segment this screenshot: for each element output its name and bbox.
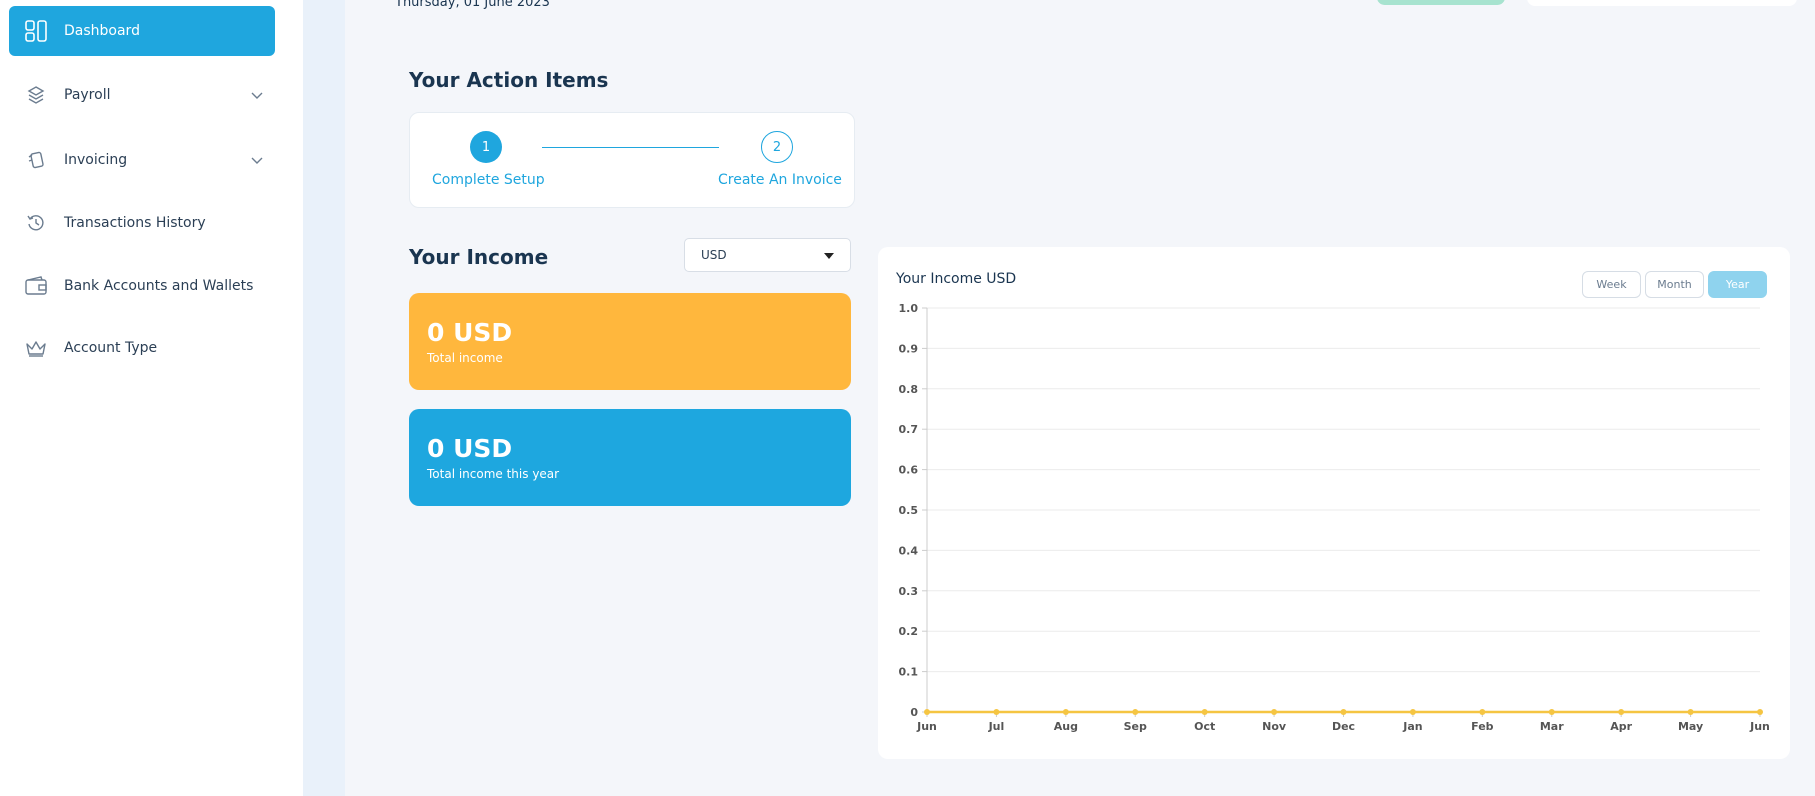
y-tick-label: 0.1 — [899, 666, 919, 679]
chevron-down-icon — [249, 87, 265, 103]
x-tick-label: Aug — [1054, 720, 1078, 733]
invoice-icon — [23, 147, 49, 173]
x-tick-label: Sep — [1124, 720, 1147, 733]
current-date: Thursday, 01 June 2023 — [395, 0, 550, 10]
x-tick-label: Apr — [1610, 720, 1632, 733]
data-point — [1409, 709, 1416, 715]
year-income-caption: Total income this year — [427, 467, 560, 481]
sidebar-item-label: Bank Accounts and Wallets — [64, 278, 254, 294]
dashboard-icon — [23, 18, 49, 44]
y-tick-label: 0.8 — [899, 383, 919, 396]
sidebar-item-invoicing[interactable]: Invoicing — [9, 135, 275, 185]
x-tick-label: Jun — [1749, 720, 1770, 733]
data-point — [1132, 709, 1139, 715]
total-income-caption: Total income — [427, 351, 503, 365]
caret-down-icon — [824, 253, 834, 259]
data-point — [993, 709, 1000, 715]
x-tick-label: Dec — [1332, 720, 1355, 733]
y-tick-label: 0.4 — [899, 544, 919, 557]
data-point — [1687, 709, 1694, 715]
step-2-label[interactable]: Create An Invoice — [718, 172, 842, 188]
step-1-indicator[interactable]: 1 — [470, 131, 502, 163]
range-month-button[interactable]: Month — [1645, 271, 1704, 298]
data-point — [1271, 709, 1278, 715]
step-2-indicator[interactable]: 2 — [761, 131, 793, 163]
data-point — [1479, 709, 1486, 715]
action-items-card: 1 2 Complete Setup Create An Invoice — [409, 112, 855, 208]
range-week-button[interactable]: Week — [1582, 271, 1641, 298]
data-point — [1618, 709, 1625, 715]
total-income-card: 0 USD Total income — [409, 293, 851, 390]
income-title: Your Income — [409, 245, 549, 269]
status-pill[interactable] — [1377, 0, 1505, 5]
data-point — [1548, 709, 1555, 715]
year-income-card: 0 USD Total income this year — [409, 409, 851, 506]
sidebar: Dashboard Payroll Invoicing Transactions… — [0, 0, 303, 796]
total-income-amount: 0 USD — [427, 318, 513, 347]
x-tick-label: May — [1678, 720, 1703, 733]
y-tick-label: 0.6 — [899, 464, 919, 477]
x-tick-label: Jul — [988, 720, 1005, 733]
data-point — [1757, 709, 1763, 715]
sidebar-item-account-type[interactable]: Account Type — [9, 323, 275, 373]
x-tick-label: Mar — [1540, 720, 1564, 733]
y-tick-label: 0.3 — [899, 585, 919, 598]
sidebar-item-label: Dashboard — [64, 23, 140, 39]
x-tick-label: Jun — [916, 720, 937, 733]
income-line-chart: 0 0.1 0.2 0.3 0.4 0.5 0.6 0.7 0.8 0.9 1.0 Jun Jul Aug… — [899, 302, 1770, 733]
y-tick-label: 0.5 — [899, 504, 919, 517]
currency-select[interactable]: USD — [684, 238, 851, 272]
y-tick-label: 0.7 — [899, 423, 919, 436]
wallet-icon — [23, 273, 49, 299]
x-tick-label: Nov — [1262, 720, 1287, 733]
y-tick-label: 0.2 — [899, 625, 919, 638]
crown-icon — [23, 335, 49, 361]
sidebar-item-label: Transactions History — [64, 215, 206, 231]
y-tick-label: 0.9 — [899, 342, 919, 355]
x-tick-label: Oct — [1194, 720, 1215, 733]
data-point — [1201, 709, 1208, 715]
year-income-amount: 0 USD — [427, 434, 513, 463]
income-chart-panel: 0 0.1 0.2 0.3 0.4 0.5 0.6 0.7 0.8 0.9 1.0 Jun Jul Aug… — [878, 247, 1790, 759]
chart-title: Your Income USD — [896, 271, 1017, 287]
sidebar-item-bank-accounts[interactable]: Bank Accounts and Wallets — [9, 261, 275, 311]
sidebar-item-payroll[interactable]: Payroll — [9, 70, 275, 120]
sidebar-item-label: Payroll — [64, 87, 111, 103]
data-point — [1340, 709, 1347, 715]
chevron-down-icon — [249, 152, 265, 168]
step-connector — [542, 147, 719, 148]
sidebar-item-transactions-history[interactable]: Transactions History — [9, 198, 275, 248]
sidebar-item-dashboard[interactable]: Dashboard — [9, 6, 275, 56]
range-year-button[interactable]: Year — [1708, 271, 1767, 298]
x-tick-label: Jan — [1402, 720, 1422, 733]
currency-value: USD — [701, 248, 727, 262]
data-point — [1062, 709, 1069, 715]
sidebar-item-label: Invoicing — [64, 152, 128, 168]
action-items-title: Your Action Items — [409, 68, 609, 92]
step-1-label[interactable]: Complete Setup — [432, 172, 545, 188]
data-point — [924, 709, 930, 715]
sidebar-item-label: Account Type — [64, 340, 158, 356]
y-tick-label: 1.0 — [899, 302, 919, 315]
x-tick-label: Feb — [1471, 720, 1494, 733]
content-gutter — [303, 0, 345, 796]
y-tick-label: 0 — [910, 706, 918, 719]
header-search-box[interactable] — [1527, 0, 1797, 6]
history-icon — [23, 210, 49, 236]
layers-icon — [23, 82, 49, 108]
